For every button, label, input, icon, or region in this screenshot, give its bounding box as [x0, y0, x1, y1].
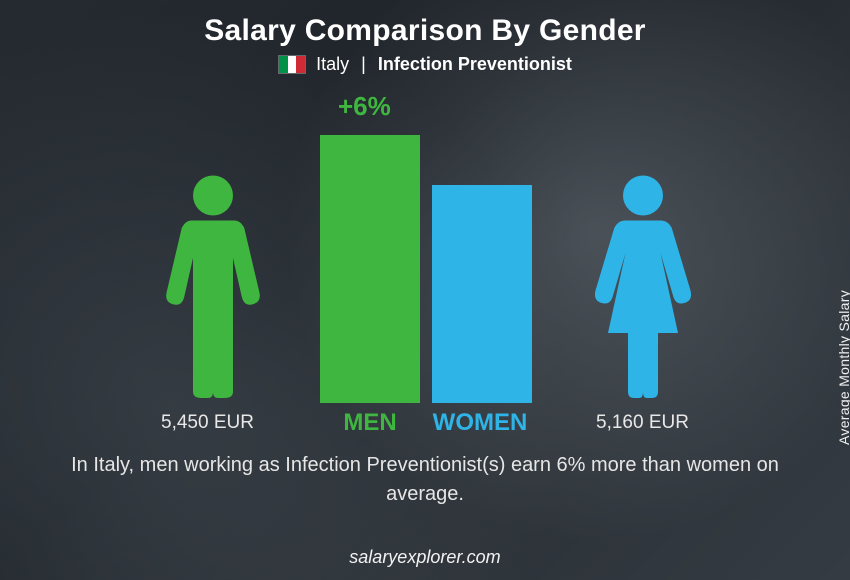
- separator: |: [361, 54, 366, 75]
- percent-diff-label: +6%: [338, 91, 391, 122]
- values-row: 5,450 EUR MEN WOMEN 5,160 EUR: [0, 409, 850, 437]
- flag-stripe-3: [296, 56, 305, 73]
- women-salary-value: 5,160 EUR: [535, 412, 750, 434]
- flag-stripe-1: [279, 56, 288, 73]
- female-figure-icon: [578, 173, 708, 403]
- italy-flag-icon: [278, 55, 306, 74]
- women-label: WOMEN: [425, 409, 535, 437]
- country-label: Italy: [316, 54, 349, 75]
- page-title: Salary Comparison By Gender: [0, 0, 850, 48]
- y-axis-label: Average Monthly Salary: [836, 290, 850, 445]
- subtitle-row: Italy | Infection Preventionist: [0, 54, 850, 75]
- men-salary-value: 5,450 EUR: [100, 412, 315, 434]
- men-label: MEN: [315, 409, 425, 437]
- description-text: In Italy, men working as Infection Preve…: [0, 451, 850, 509]
- male-figure-icon: [148, 173, 278, 403]
- job-title: Infection Preventionist: [378, 54, 572, 75]
- infographic-root: Salary Comparison By Gender Italy | Infe…: [0, 0, 850, 580]
- source-attribution: salaryexplorer.com: [0, 547, 850, 568]
- women-bar: [432, 185, 532, 403]
- chart-area: +6% 5,450 EUR MEN: [0, 87, 850, 447]
- flag-stripe-2: [288, 56, 297, 73]
- men-bar: [320, 135, 420, 403]
